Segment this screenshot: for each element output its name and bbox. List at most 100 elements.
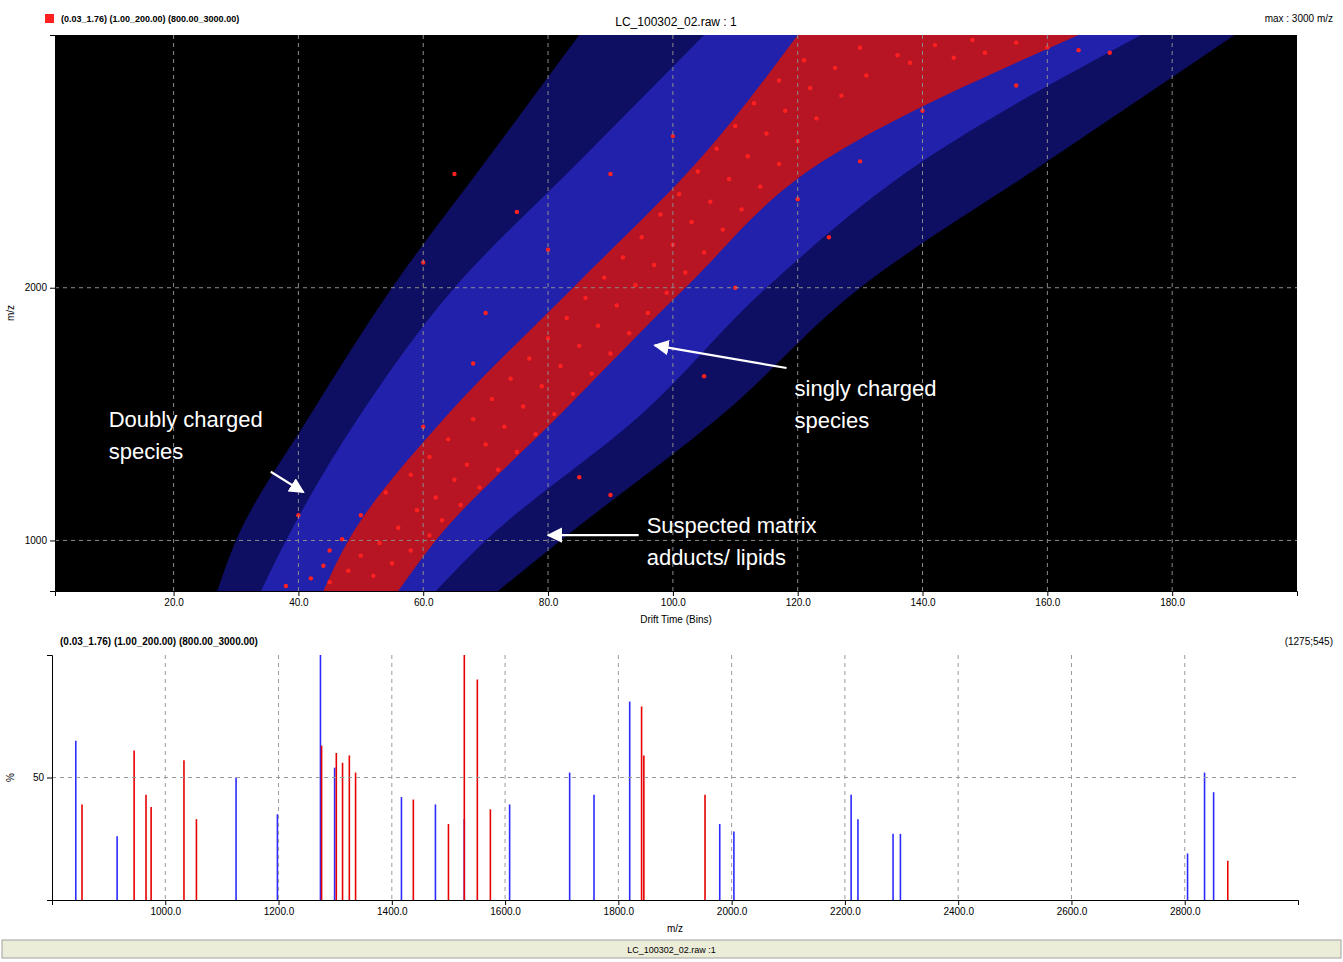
data-point [565, 316, 569, 320]
annotation-line: adducts/ lipids [647, 545, 786, 570]
tick: 1600.0 [490, 900, 521, 917]
tick-label: 180.0 [1160, 597, 1185, 608]
tick: 1000 [25, 535, 55, 546]
data-point [471, 417, 475, 421]
tick-label: 2000.0 [717, 906, 748, 917]
spectrum-peak [321, 746, 323, 900]
data-point [777, 78, 781, 82]
spectrum-peak [850, 795, 852, 900]
data-point [427, 533, 431, 537]
spectrum-peak [355, 773, 357, 900]
grid [55, 35, 1297, 591]
plot-data [217, 35, 1234, 591]
data-point [608, 493, 612, 497]
tick-label: 100.0 [661, 597, 686, 608]
spectrum-peak [892, 834, 894, 900]
grid-line [55, 540, 1297, 541]
data-point [377, 541, 381, 545]
data-point [814, 116, 818, 120]
tick-label: 2400.0 [943, 906, 974, 917]
spectrum-peak [1227, 861, 1229, 900]
axis-line [53, 901, 1299, 906]
data-point [802, 58, 806, 62]
data-point [895, 53, 899, 57]
chart-subtitle: (1275;545) [1285, 636, 1333, 647]
data-point [696, 169, 700, 173]
data-point [427, 455, 431, 459]
data-point [858, 159, 862, 163]
grid-line [672, 35, 673, 591]
data-point [664, 291, 668, 295]
tick: 1400.0 [377, 900, 408, 917]
panel: 20.040.060.080.0100.0120.0140.0160.0180.… [5, 13, 1333, 625]
chart-title: LC_100302_02.raw : 1 [615, 15, 737, 29]
data-point [521, 404, 525, 408]
tick-label: 1000.0 [150, 906, 181, 917]
tick-mark [174, 591, 175, 596]
axis-line [56, 592, 1298, 597]
data-point [490, 397, 494, 401]
data-point [952, 56, 956, 60]
spectrum-peak [277, 814, 279, 900]
data-point [359, 513, 363, 517]
spectrum-peak [413, 800, 415, 900]
data-point [409, 473, 413, 477]
data-point [983, 50, 987, 54]
tick: 40.0 [289, 591, 309, 608]
grid-line [298, 35, 299, 591]
spectrum-peak [81, 804, 83, 900]
data-point [465, 462, 469, 466]
tick: 2000.0 [717, 900, 748, 917]
tick-mark [505, 900, 506, 905]
data-point [327, 548, 331, 552]
tick-mark [1047, 591, 1048, 596]
tick: 2800.0 [1170, 900, 1201, 917]
spectrum-peak [334, 768, 336, 900]
spectrum-peak [196, 819, 198, 900]
grid-line [52, 777, 1298, 778]
data-point [577, 475, 581, 479]
tick-mark [298, 591, 299, 596]
grid-line [922, 35, 923, 591]
grid-line [548, 35, 549, 591]
data-point [783, 109, 787, 113]
tick-mark [1172, 591, 1173, 596]
data-point [608, 351, 612, 355]
annotation-arrow [655, 345, 787, 368]
tick-label: 1000 [25, 535, 48, 546]
status-text: LC_100302_02.raw :1 [627, 945, 716, 955]
data-point [827, 235, 831, 239]
data-point [615, 303, 619, 307]
data-point [533, 432, 537, 436]
data-point [571, 392, 575, 396]
data-point [346, 569, 350, 573]
tick-mark [958, 900, 959, 905]
data-point [808, 86, 812, 90]
data-point [970, 38, 974, 42]
tick-mark [673, 591, 674, 596]
data-point [458, 503, 462, 507]
data-point [515, 210, 519, 214]
data-point [764, 131, 768, 135]
axis: 20.040.060.080.0100.0120.0140.0160.0180.… [56, 591, 1298, 608]
intensity-band [323, 35, 1078, 591]
data-point [646, 311, 650, 315]
data-point [359, 553, 363, 557]
data-point [371, 574, 375, 578]
tick-mark [392, 900, 393, 905]
data-point [446, 437, 450, 441]
data-point [384, 490, 388, 494]
intensity-band [261, 35, 1141, 591]
annotation: singly chargedspecies [795, 376, 937, 433]
tick-mark [423, 591, 424, 596]
tick-mark [798, 591, 799, 596]
spectrum-peak [509, 804, 511, 900]
data-point [658, 212, 662, 216]
data-point [309, 576, 313, 580]
tick: 1000.0 [150, 900, 181, 917]
data-point [471, 361, 475, 365]
tick-mark [1185, 900, 1186, 905]
tick-label: 1200.0 [264, 906, 295, 917]
spectrum-peak [336, 753, 338, 900]
grid-line [423, 35, 424, 591]
